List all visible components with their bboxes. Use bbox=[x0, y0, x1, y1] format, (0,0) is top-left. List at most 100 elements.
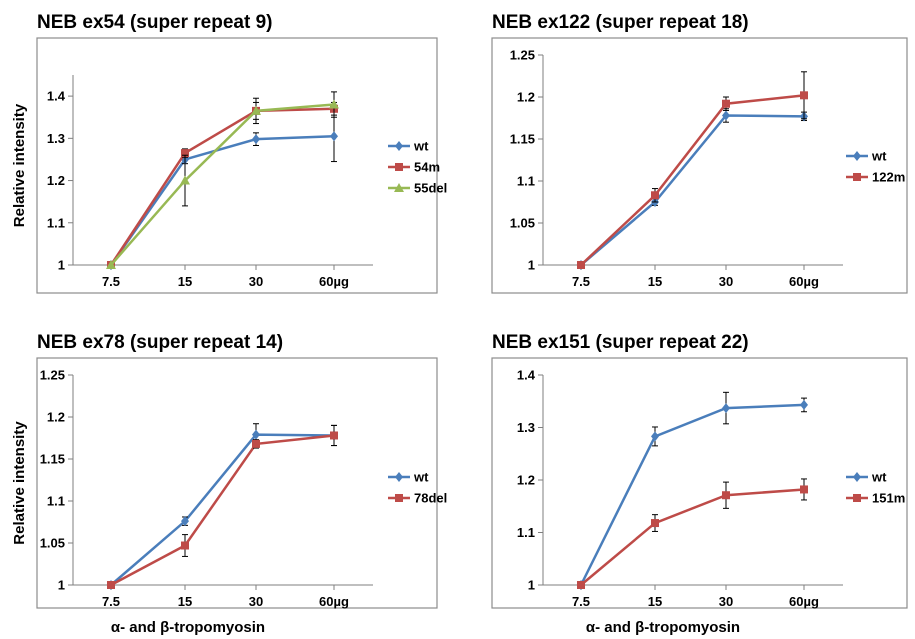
legend-marker bbox=[395, 163, 403, 171]
legend-marker bbox=[394, 183, 404, 192]
y-tick-label: 1.05 bbox=[40, 536, 65, 551]
legend-marker bbox=[395, 141, 403, 151]
x-tick-label: 15 bbox=[178, 274, 192, 289]
y-tick-label: 1.15 bbox=[40, 452, 65, 467]
x-tick-label: 30 bbox=[249, 274, 263, 289]
series-122m bbox=[577, 71, 808, 269]
y-tick-label: 1.2 bbox=[47, 173, 65, 188]
chart-panel-1: NEB ex54 (super repeat 9) Relative intens… bbox=[11, 12, 447, 294]
chart-panel-3: NEB ex78 (super repeat 14) Relative inten… bbox=[11, 332, 447, 609]
x-tick-label: 7.5 bbox=[102, 274, 120, 289]
x-tick-label: 15 bbox=[178, 594, 192, 609]
series-line bbox=[579, 403, 805, 586]
y-tick-label: 1.1 bbox=[517, 525, 535, 540]
x-tick-label: 7.5 bbox=[102, 594, 120, 609]
data-point bbox=[330, 431, 338, 440]
data-point bbox=[181, 541, 189, 550]
legend-marker bbox=[853, 494, 861, 502]
y-tick-label: 1.25 bbox=[510, 48, 535, 63]
series-line bbox=[580, 488, 805, 586]
panel-border bbox=[491, 357, 908, 609]
x-tick-label: 60µg bbox=[789, 594, 819, 609]
series-151m bbox=[577, 478, 808, 589]
y-tick-label: 1 bbox=[528, 258, 535, 273]
data-point bbox=[722, 491, 730, 500]
data-point bbox=[251, 105, 261, 115]
data-point bbox=[651, 191, 659, 200]
series-line bbox=[110, 434, 335, 587]
x-tick-label: 7.5 bbox=[572, 594, 590, 609]
data-point bbox=[107, 581, 115, 589]
data-point bbox=[651, 431, 659, 442]
y-tick-label: 1.4 bbox=[47, 89, 66, 104]
legend-label: 78del bbox=[414, 491, 447, 506]
data-point bbox=[252, 134, 260, 145]
series-line bbox=[110, 103, 335, 266]
y-axis-label: Relative intensity bbox=[11, 421, 28, 545]
x-caption-left: α- and β-tropomyosin bbox=[111, 619, 265, 636]
series-line bbox=[580, 114, 805, 266]
series-line bbox=[109, 134, 335, 266]
series-78del bbox=[107, 424, 338, 589]
series-wt bbox=[107, 423, 338, 590]
legend-label: wt bbox=[413, 470, 429, 485]
legend-label: 122m bbox=[872, 170, 905, 185]
data-point bbox=[330, 131, 338, 142]
legend-label: 55del bbox=[414, 181, 447, 196]
chart-panel-2: NEB ex122 (super repeat 18) 1 1.05 1.1 1.15 1… bbox=[491, 12, 908, 294]
data-point bbox=[800, 91, 808, 100]
data-point bbox=[800, 485, 808, 494]
data-point bbox=[252, 429, 260, 440]
legend-label: 151m bbox=[872, 491, 905, 506]
y-tick-label: 1.1 bbox=[47, 494, 65, 509]
data-point bbox=[651, 519, 659, 528]
y-tick-label: 1.3 bbox=[517, 420, 535, 435]
panel-border bbox=[491, 37, 908, 294]
legend-label: wt bbox=[871, 149, 887, 164]
x-tick-label: 15 bbox=[648, 274, 662, 289]
y-tick-label: 1.3 bbox=[47, 131, 65, 146]
chart-title: NEB ex54 (super repeat 9) bbox=[37, 12, 273, 33]
legend-label: wt bbox=[871, 470, 887, 485]
data-point bbox=[800, 399, 808, 410]
x-tick-label: 30 bbox=[719, 594, 733, 609]
chart-panel-4: NEB ex151 (super repeat 22) 1 1.1 1.2 1.3 1.4… bbox=[491, 332, 908, 609]
y-tick-label: 1.4 bbox=[517, 368, 536, 383]
series-54m bbox=[107, 97, 338, 269]
legend-marker bbox=[395, 494, 403, 502]
y-tick-label: 1.15 bbox=[510, 132, 535, 147]
chart-title: NEB ex151 (super repeat 22) bbox=[492, 332, 749, 353]
legend-label: 54m bbox=[414, 160, 440, 175]
series-line bbox=[109, 107, 335, 266]
x-tick-label: 60µg bbox=[319, 274, 349, 289]
chart-title: NEB ex78 (super repeat 14) bbox=[37, 332, 283, 353]
x-tick-label: 7.5 bbox=[572, 274, 590, 289]
data-point bbox=[577, 581, 585, 589]
data-point bbox=[106, 260, 116, 269]
x-tick-label: 15 bbox=[648, 594, 662, 609]
y-tick-label: 1.2 bbox=[517, 473, 535, 488]
y-tick-label: 1.25 bbox=[40, 368, 65, 383]
data-point bbox=[180, 175, 190, 185]
data-point bbox=[329, 99, 339, 109]
legend: wt 151m bbox=[846, 470, 905, 506]
y-tick-label: 1.2 bbox=[517, 90, 535, 105]
y-tick-label: 1 bbox=[58, 578, 65, 593]
legend-marker bbox=[395, 472, 403, 482]
panel-border bbox=[36, 357, 438, 609]
x-tick-label: 60µg bbox=[789, 274, 819, 289]
series-line bbox=[580, 94, 805, 266]
data-point bbox=[722, 110, 730, 121]
x-tick-label: 30 bbox=[249, 594, 263, 609]
legend-marker bbox=[853, 173, 861, 181]
y-tick-label: 1 bbox=[58, 258, 65, 273]
data-point bbox=[577, 261, 585, 269]
panel-border bbox=[36, 37, 438, 294]
y-tick-label: 1.1 bbox=[517, 174, 535, 189]
data-point bbox=[181, 149, 189, 158]
legend: wt 122m bbox=[846, 149, 905, 185]
legend-label: wt bbox=[413, 139, 429, 154]
y-tick-label: 1.1 bbox=[47, 215, 65, 230]
y-tick-label: 1.2 bbox=[47, 410, 65, 425]
data-point bbox=[252, 439, 260, 448]
